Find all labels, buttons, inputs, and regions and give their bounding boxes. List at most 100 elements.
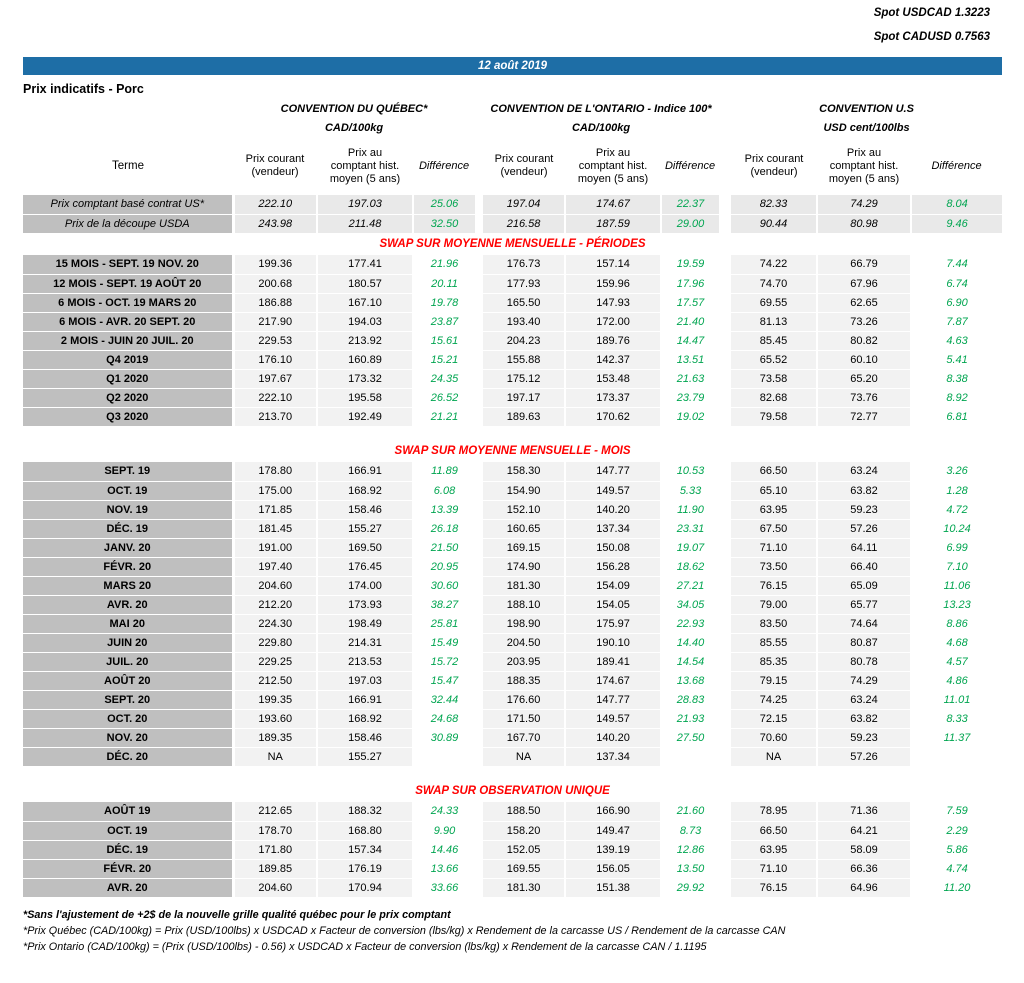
value-cell: 154.09 — [565, 576, 663, 596]
difference-cell: 11.20 — [910, 878, 1003, 898]
column-gap — [475, 255, 483, 274]
convention-unit: CAD/100kg — [571, 121, 631, 134]
convention-unit-row: CAD/100kg CAD/100kg USD cent/100lbs — [23, 118, 1002, 137]
value-cell: 188.32 — [317, 802, 414, 822]
table-row: 12 MOIS - SEPT. 19 AOÛT 20 200.68 180.57 20… — [23, 274, 1003, 294]
date-banner: 12 août 2019 — [23, 57, 1002, 75]
value-cell: 170.94 — [317, 878, 414, 898]
value-cell: 69.55 — [731, 293, 819, 313]
value-cell: 169.55 — [483, 859, 567, 879]
value-cell: 229.53 — [233, 331, 318, 351]
convention-title: CONVENTION DU QUÉBEC* — [280, 102, 428, 115]
table-row: AOÛT 19 212.65 188.32 24.33 188.50 166.90 21.6… — [23, 802, 1003, 822]
terme-cell: NOV. 19 — [23, 500, 235, 520]
terme-cell: JUIL. 20 — [23, 652, 235, 672]
section-spacer — [23, 426, 1002, 440]
value-cell: 176.73 — [483, 255, 567, 275]
value-cell: 60.10 — [817, 350, 913, 370]
column-gap — [719, 557, 731, 576]
terme-cell: Prix de la découpe USDA — [23, 214, 235, 234]
value-cell: 63.95 — [731, 500, 819, 520]
terme-cell: Prix comptant basé contrat US* — [23, 195, 235, 215]
column-gap — [719, 388, 731, 407]
value-cell: 155.88 — [483, 350, 567, 370]
terme-cell: 6 MOIS - AVR. 20 SEPT. 20 — [23, 312, 235, 332]
section-title: SWAP SUR MOYENNE MENSUELLE - MOIS — [394, 445, 631, 457]
value-cell: 181.30 — [483, 576, 567, 596]
table-row: DÉC. 20 NA 155.27 NA 137.34 NA 57.26 — [23, 747, 1003, 767]
table-row: SEPT. 19 178.80 166.91 11.89 158.30 147.77 10.… — [23, 462, 1003, 482]
spot-rates: Spot USDCAD 1.3223 Spot CADUSD 0.7563 — [23, 6, 1002, 45]
difference-cell: 32.44 — [412, 690, 476, 710]
column-gap — [475, 576, 483, 595]
value-cell: 63.24 — [817, 690, 913, 710]
difference-cell: 27.50 — [660, 728, 720, 748]
value-cell: 224.30 — [233, 614, 318, 634]
difference-cell: 14.46 — [412, 840, 476, 860]
value-cell: 170.62 — [565, 407, 663, 427]
table-row: Prix de la découpe USDA 243.98 211.48 32.50… — [23, 214, 1003, 234]
value-cell: 187.59 — [565, 214, 663, 234]
value-cell: 197.67 — [233, 369, 318, 389]
value-cell: 168.92 — [317, 481, 414, 501]
table-row: Q3 2020 213.70 192.49 21.21 189.63 170.62 19.0… — [23, 407, 1003, 427]
column-gap — [475, 462, 483, 481]
table-row: AOÛT 20 212.50 197.03 15.47 188.35 174.67 13.6… — [23, 671, 1003, 691]
value-cell: 152.05 — [483, 840, 567, 860]
value-cell: 140.20 — [565, 500, 663, 520]
value-cell: 212.50 — [233, 671, 318, 691]
value-cell: 67.96 — [817, 274, 913, 294]
table-row: DÉC. 19 171.80 157.34 14.46 152.05 139.19 12.8… — [23, 840, 1003, 860]
difference-cell: 4.72 — [910, 500, 1003, 520]
value-cell: 178.70 — [233, 821, 318, 841]
value-cell: 203.95 — [483, 652, 567, 672]
value-cell: 178.80 — [233, 462, 318, 482]
table-row: FÉVR. 20 197.40 176.45 20.95 174.90 156.28 18.… — [23, 557, 1003, 577]
column-gap — [719, 293, 731, 312]
value-cell: 57.26 — [817, 519, 913, 539]
terme-cell: MARS 20 — [23, 576, 235, 596]
terme-cell: 6 MOIS - OCT. 19 MARS 20 — [23, 293, 235, 313]
column-gap — [719, 350, 731, 369]
value-cell: 63.24 — [817, 462, 913, 482]
column-gap — [475, 331, 483, 350]
column-gap — [719, 614, 731, 633]
value-cell: 190.10 — [565, 633, 663, 653]
terme-cell: 2 MOIS - JUIN 20 JUIL. 20 — [23, 331, 235, 351]
value-cell: 65.52 — [731, 350, 819, 370]
value-cell: 157.34 — [317, 840, 414, 860]
terme-cell: SEPT. 19 — [23, 462, 235, 482]
column-gap — [475, 652, 483, 671]
difference-cell: 23.79 — [660, 388, 720, 408]
prix-comptant-header: Prix au comptant hist. moyen (5 ans) — [329, 146, 401, 185]
value-cell: 79.58 — [731, 407, 819, 427]
difference-cell: 7.10 — [910, 557, 1003, 577]
value-cell: 213.53 — [317, 652, 414, 672]
convention-title: CONVENTION DE L'ONTARIO - Indice 100* — [490, 102, 712, 115]
value-cell: 171.85 — [233, 500, 318, 520]
value-cell: 71.10 — [731, 859, 819, 879]
table-row: FÉVR. 20 189.85 176.19 13.66 169.55 156.05 13.… — [23, 859, 1003, 879]
column-gap — [475, 747, 483, 766]
column-gap — [475, 821, 483, 840]
difference-cell: 13.68 — [660, 671, 720, 691]
column-gap — [719, 576, 731, 595]
value-cell: 199.36 — [233, 255, 318, 275]
difference-cell: 13.51 — [660, 350, 720, 370]
value-cell: 166.91 — [317, 690, 414, 710]
value-cell: 67.50 — [731, 519, 819, 539]
value-cell: 59.23 — [817, 728, 913, 748]
value-cell: 160.89 — [317, 350, 414, 370]
spot-usdcad: Spot USDCAD 1.3223 — [873, 7, 990, 19]
difference-cell: 6.99 — [910, 538, 1003, 558]
difference-cell: 7.44 — [910, 255, 1003, 275]
terme-cell: AOÛT 20 — [23, 671, 235, 691]
difference-cell: 14.54 — [660, 652, 720, 672]
difference-cell: 28.83 — [660, 690, 720, 710]
value-cell: 154.05 — [565, 595, 663, 615]
value-cell: 195.58 — [317, 388, 414, 408]
column-gap — [475, 312, 483, 331]
value-cell: 151.38 — [565, 878, 663, 898]
column-gap — [719, 255, 731, 274]
difference-cell: 8.38 — [910, 369, 1003, 389]
